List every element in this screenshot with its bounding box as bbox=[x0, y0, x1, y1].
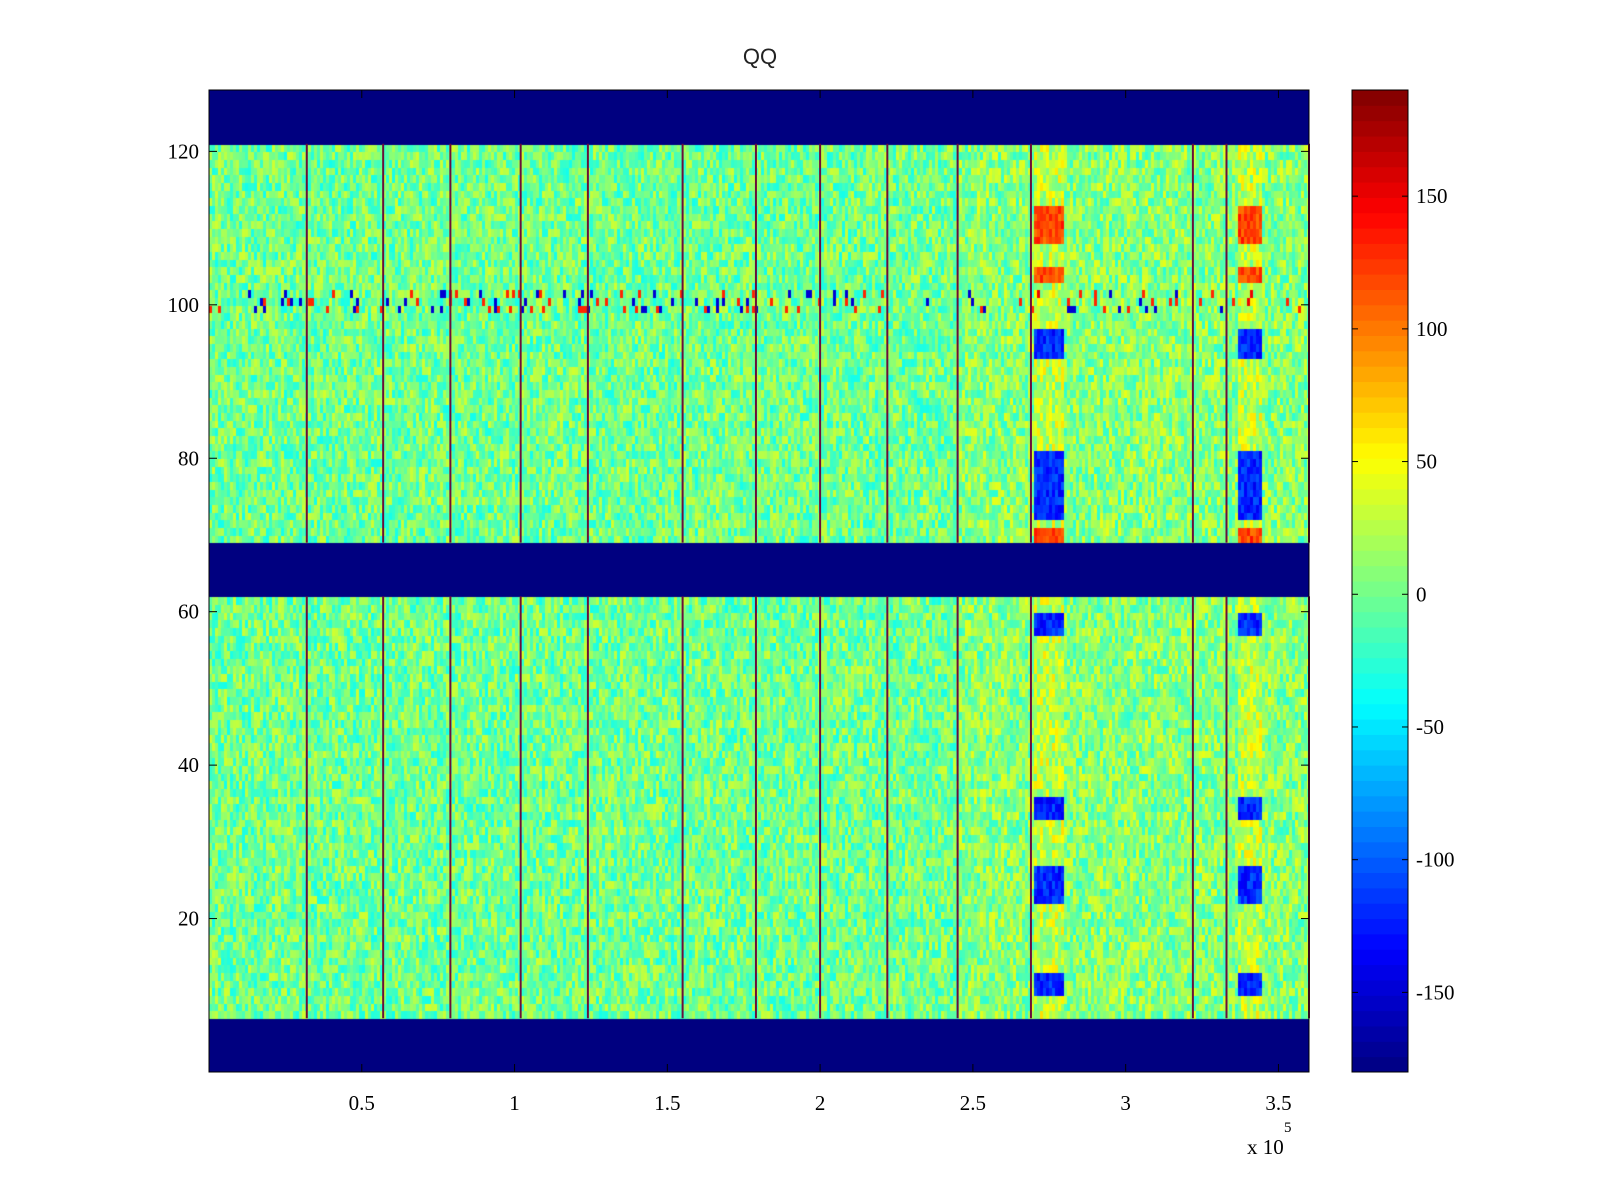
colorbar-step bbox=[1352, 534, 1408, 551]
colorbar-step bbox=[1352, 964, 1408, 981]
x-tick-label: 0.5 bbox=[349, 1091, 375, 1115]
colorbar-step bbox=[1352, 841, 1408, 858]
x-tick-label: 3.5 bbox=[1265, 1091, 1291, 1115]
colorbar-step bbox=[1352, 734, 1408, 751]
colorbar-step bbox=[1352, 366, 1408, 383]
colorbar-step bbox=[1352, 442, 1408, 459]
x-tick-label: 1 bbox=[509, 1091, 520, 1115]
colorbar-step bbox=[1352, 289, 1408, 306]
colorbar bbox=[1351, 89, 1409, 1073]
colorbar-step bbox=[1352, 258, 1408, 275]
colorbar-ticks: 150 100 50 0 -50 -100 -150 bbox=[1352, 184, 1455, 1004]
y-axis-ticks: 20 40 60 80 100 120 bbox=[168, 139, 1309, 931]
x-axis-ticks: 0.5 1 1.5 2 2.5 3 3.5 bbox=[349, 90, 1292, 1115]
colorbar-step bbox=[1352, 642, 1408, 659]
y-tick-label: 60 bbox=[178, 600, 199, 624]
colorbar-step bbox=[1352, 197, 1408, 214]
colorbar-step bbox=[1352, 120, 1408, 137]
x-tick-label: 3 bbox=[1120, 1091, 1131, 1115]
colorbar-step bbox=[1352, 688, 1408, 705]
colorbar-step bbox=[1352, 903, 1408, 920]
colorbar-step bbox=[1352, 673, 1408, 689]
heatmap-image bbox=[209, 90, 1309, 1072]
colorbar-step bbox=[1352, 136, 1408, 152]
colorbar-step bbox=[1352, 473, 1408, 490]
colorbar-tick-label: 0 bbox=[1416, 582, 1427, 606]
x-axis-exponent-power: 5 bbox=[1284, 1120, 1292, 1136]
colorbar-step bbox=[1352, 872, 1408, 889]
x-axis-exponent-base: x 10 bbox=[1247, 1135, 1284, 1159]
colorbar-step bbox=[1352, 811, 1408, 827]
colorbar-step bbox=[1352, 565, 1408, 582]
colorbar-step bbox=[1352, 596, 1408, 613]
colorbar-step bbox=[1352, 320, 1408, 336]
colorbar-step bbox=[1352, 151, 1408, 168]
colorbar-step bbox=[1352, 918, 1408, 935]
colorbar-frame bbox=[1351, 89, 1409, 1073]
colorbar-step bbox=[1352, 458, 1408, 475]
colorbar-step bbox=[1352, 611, 1408, 628]
colorbar-step bbox=[1352, 488, 1408, 505]
colorbar-step bbox=[1352, 550, 1408, 567]
colorbar-step bbox=[1352, 780, 1408, 797]
x-tick-label: 1.5 bbox=[654, 1091, 680, 1115]
colorbar-step bbox=[1352, 933, 1408, 950]
colorbar-step bbox=[1352, 826, 1408, 843]
y-tick-label: 120 bbox=[168, 139, 200, 163]
colorbar-step bbox=[1352, 182, 1408, 198]
colorbar-step bbox=[1352, 657, 1408, 674]
colorbar-tick-label: -150 bbox=[1416, 980, 1455, 1004]
colorbar-step bbox=[1352, 243, 1408, 260]
colorbar-tick-label: 150 bbox=[1416, 184, 1448, 208]
colorbar-step bbox=[1352, 1041, 1408, 1058]
y-tick-label: 80 bbox=[178, 446, 199, 470]
colorbar-step bbox=[1352, 765, 1408, 781]
vertical-boundary-lines bbox=[305, 143, 1310, 1019]
colorbar-tick-label: -50 bbox=[1416, 715, 1444, 739]
colorbar-step bbox=[1352, 212, 1408, 229]
heatmap-plot-area bbox=[209, 90, 1309, 1072]
colorbar-step bbox=[1352, 857, 1408, 874]
colorbar-step bbox=[1352, 350, 1408, 367]
x-tick-label: 2.5 bbox=[960, 1091, 986, 1115]
colorbar-step bbox=[1352, 749, 1408, 766]
x-tick-label: 2 bbox=[815, 1091, 826, 1115]
colorbar-step bbox=[1352, 166, 1408, 183]
colorbar-step bbox=[1352, 1025, 1408, 1042]
y-tick-label: 20 bbox=[178, 907, 199, 931]
colorbar-step bbox=[1352, 995, 1408, 1012]
colorbar-step bbox=[1352, 335, 1408, 352]
colorbar-step bbox=[1352, 381, 1408, 398]
colorbar-step bbox=[1352, 703, 1408, 720]
chart-title: QQ bbox=[742, 44, 778, 69]
colorbar-step bbox=[1352, 979, 1408, 996]
colorbar-tick-label: 100 bbox=[1416, 317, 1448, 341]
colorbar-step bbox=[1352, 90, 1408, 106]
colorbar-step bbox=[1352, 519, 1408, 536]
colorbar-tick-label: 50 bbox=[1416, 450, 1437, 474]
colorbar-step bbox=[1352, 719, 1408, 735]
colorbar-tick-label: -100 bbox=[1416, 848, 1455, 872]
colorbar-step bbox=[1352, 396, 1408, 413]
colorbar-step bbox=[1352, 274, 1408, 290]
colorbar-step bbox=[1352, 581, 1408, 597]
colorbar-step bbox=[1352, 504, 1408, 521]
y-tick-label: 100 bbox=[168, 293, 200, 317]
y-tick-label: 40 bbox=[178, 753, 199, 777]
colorbar-step bbox=[1352, 795, 1408, 812]
colorbar-step bbox=[1352, 304, 1408, 321]
colorbar-step bbox=[1352, 1056, 1408, 1073]
colorbar-step bbox=[1352, 1010, 1408, 1027]
colorbar-step bbox=[1352, 427, 1408, 444]
colorbar-step bbox=[1352, 887, 1408, 904]
plot-frame bbox=[208, 89, 1310, 1073]
colorbar-step bbox=[1352, 627, 1408, 643]
colorbar-step bbox=[1352, 412, 1408, 429]
colorbar-step bbox=[1352, 228, 1408, 244]
colorbar-step bbox=[1352, 949, 1408, 966]
colorbar-step bbox=[1352, 105, 1408, 122]
